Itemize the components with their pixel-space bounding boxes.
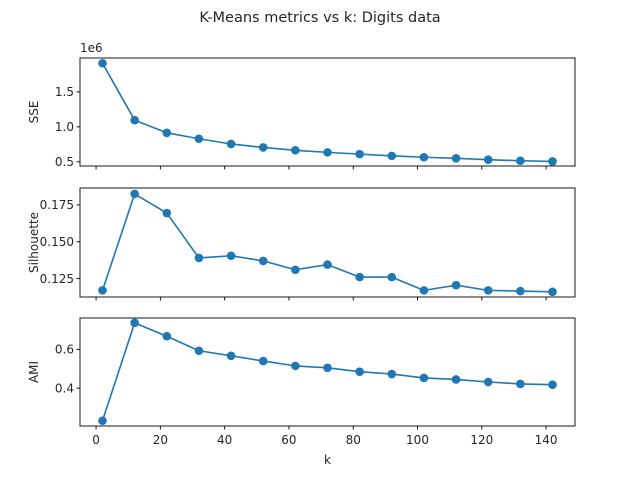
sse-data-point (194, 134, 204, 144)
subplot-stack: 0.5 1.0 1.5 SSE 1e6 0.125 0.150 0.175Silhouette… (27, 41, 576, 467)
ami-data-point (323, 363, 332, 373)
silhouette-ytick-label: 0.150 (40, 235, 74, 249)
sse-data-point (451, 154, 461, 163)
sse-ytick-label: 1.0 (55, 120, 74, 134)
silhouette-data-point (419, 286, 429, 295)
ami-data-point (162, 331, 172, 341)
sse-offset-label: 1e6 (80, 41, 103, 55)
sse-data-point (226, 139, 236, 149)
silhouette-data-point (130, 189, 139, 199)
sse-data-point (258, 143, 268, 152)
ami-xtick-label: 100 (406, 433, 429, 447)
ami-xtick-label: 20 (153, 433, 168, 447)
silhouette-data-point (258, 256, 268, 266)
ami-xtick-label: 0 (92, 433, 100, 447)
sse-data-point (387, 151, 397, 161)
sse-data-point (483, 155, 493, 165)
ami-xtick-label: 140 (535, 433, 558, 447)
silhouette-data-point (226, 251, 236, 261)
ami-xtick-label: 120 (470, 433, 493, 447)
ami-data-point (355, 367, 364, 377)
silhouette-data-point (483, 286, 493, 295)
sse-ylabel: SSE (27, 101, 41, 124)
ami-data-point (130, 318, 139, 328)
ami-xtick-label: 40 (217, 433, 232, 447)
figure-title: K-Means metrics vs k: Digits data (199, 10, 440, 26)
sse-data-point (130, 115, 139, 125)
ami-xtick-label: 60 (281, 433, 296, 447)
silhouette-data-point (451, 280, 461, 290)
subplot-ami: 0.4 0.6 0 20 40 60 80 100 120 140 AMI k (27, 317, 576, 467)
ami-ytick-label: 0.4 (55, 381, 74, 395)
silhouette-data-point (548, 287, 557, 297)
silhouette-data-point (323, 260, 332, 269)
ami-data-point (194, 346, 204, 356)
ami-data-point (226, 351, 236, 361)
ami-ylabel: AMI (27, 361, 41, 383)
ami-data-point (258, 356, 268, 366)
sse-ytick-label: 1.5 (55, 85, 74, 99)
sse-data-point (162, 128, 172, 138)
ami-data-point (451, 375, 461, 384)
silhouette-ylabel: Silhouette (27, 212, 41, 273)
silhouette-ytick-label: 0.175 (40, 198, 74, 212)
ami-data-point (291, 361, 300, 371)
sse-data-point (98, 58, 107, 68)
ami-data-point (98, 416, 107, 426)
sse-data-point (355, 149, 364, 159)
silhouette-data-point (98, 286, 107, 295)
ami-axes-frame (79, 317, 576, 427)
sse-data-point (291, 145, 300, 155)
sse-axes-frame (79, 57, 576, 167)
silhouette-data-point (387, 272, 397, 282)
silhouette-ytick-label: 0.125 (40, 272, 74, 286)
silhouette-data-point (194, 253, 204, 263)
silhouette-axes-frame (79, 187, 576, 298)
silhouette-data-point (291, 265, 300, 275)
ami-data-point (516, 379, 525, 389)
sse-data-point (516, 156, 525, 166)
silhouette-data-point (516, 286, 525, 296)
ami-data-point (419, 373, 429, 383)
sse-data-point (548, 157, 557, 166)
ami-xlabel: k (324, 453, 331, 467)
ami-data-point (483, 377, 493, 387)
silhouette-data-point (355, 272, 364, 282)
ami-data-point (548, 380, 557, 390)
sse-data-point (419, 152, 429, 162)
subplot-sse: 0.5 1.0 1.5 SSE 1e6 (27, 41, 576, 170)
ami-ytick-label: 0.6 (55, 343, 74, 357)
silhouette-data-point (162, 208, 172, 218)
sse-ytick-label: 0.5 (55, 155, 74, 169)
sse-data-point (323, 148, 332, 157)
ami-data-point (387, 369, 397, 379)
ami-xtick-label: 80 (346, 433, 361, 447)
